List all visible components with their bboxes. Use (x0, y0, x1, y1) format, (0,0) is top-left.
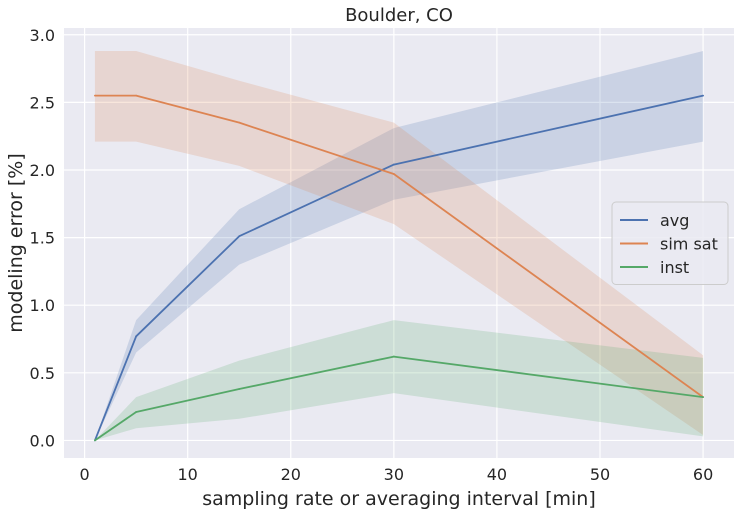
y-tick-label: 2.0 (30, 161, 55, 180)
point-avg (702, 94, 704, 97)
point-inst (135, 411, 138, 413)
point-inst (702, 396, 704, 399)
y-tick-label: 1.0 (30, 296, 55, 315)
point-inst (238, 388, 241, 390)
y-axis-label: modeling error [%] (5, 153, 27, 333)
x-tick-label: 30 (384, 465, 404, 484)
point-avg (238, 235, 241, 238)
y-tick-label: 0.0 (30, 431, 55, 450)
legend-label: avg (660, 211, 689, 230)
y-tick-label: 2.5 (30, 93, 55, 112)
band-inst (94, 320, 704, 441)
x-tick-label: 40 (487, 465, 507, 484)
point-inst (392, 355, 395, 358)
x-tick-label: 50 (590, 465, 610, 484)
y-tick-label: 1.5 (30, 229, 55, 248)
confidence-bands (94, 50, 704, 441)
x-tick-label: 10 (178, 465, 198, 484)
x-axis-label: sampling rate or averaging interval [min… (202, 488, 596, 510)
chart-title: Boulder, CO (345, 5, 453, 26)
x-tick-label: 20 (281, 465, 301, 484)
point-sim-sat (94, 94, 96, 97)
point-avg (392, 163, 395, 166)
x-tick-label: 0 (80, 465, 90, 484)
legend-box (611, 201, 729, 285)
y-tick-label: 3.0 (30, 26, 55, 45)
legend-label: sim sat (660, 235, 718, 254)
legend: avg sim sat inst (611, 201, 729, 285)
legend-label: inst (660, 258, 689, 277)
series-lines (94, 94, 704, 442)
x-axis-ticks: 0 10 20 30 40 50 60 (80, 465, 714, 484)
point-sim-sat (135, 94, 138, 97)
point-sim-sat (392, 173, 395, 175)
y-axis-ticks: 0.0 0.5 1.0 1.5 2.0 2.5 3.0 (30, 26, 55, 451)
y-tick-label: 0.5 (30, 364, 55, 383)
band-sim-sat (94, 50, 704, 436)
point-inst (94, 439, 96, 442)
x-tick-label: 60 (693, 465, 713, 484)
band-avg (94, 50, 704, 441)
point-avg (135, 335, 138, 338)
point-sim-sat (238, 121, 241, 124)
